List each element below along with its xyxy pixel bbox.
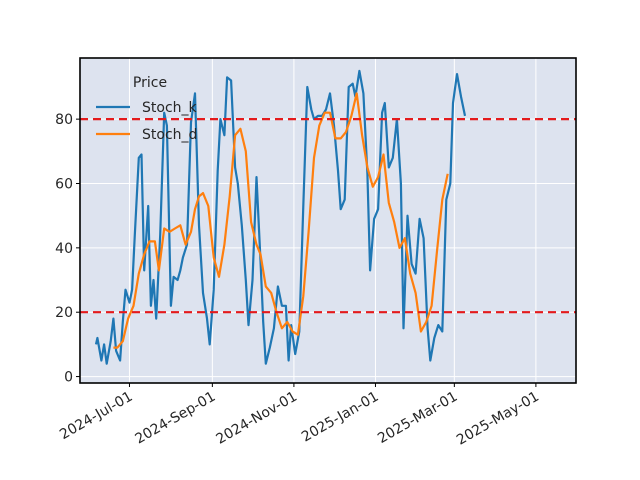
y-tick-label: 40 <box>55 241 73 257</box>
y-tick-label: 60 <box>55 176 73 192</box>
legend-title: Price <box>133 75 167 91</box>
x-tick-label: 2025-Mar-01 <box>375 389 460 447</box>
x-tick-label: 2025-May-01 <box>454 389 542 449</box>
x-tick-label: 2024-Nov-01 <box>214 389 300 448</box>
series-line-stoch-k <box>94 69 467 365</box>
x-tick-label: 2024-Sep-01 <box>132 389 218 448</box>
y-tick-label: 20 <box>55 305 73 321</box>
x-tick-label: 2024-Jul-01 <box>57 389 135 443</box>
legend: Price Stoch_k Stoch_d <box>96 75 198 143</box>
y-tick-label: 0 <box>64 370 73 386</box>
axes-frame <box>79 57 577 384</box>
y-tick-label: 80 <box>55 112 73 128</box>
legend-label: Stoch_k <box>142 100 198 116</box>
x-tick-label: 2025-Jan-01 <box>299 389 381 446</box>
legend-label: Stoch_d <box>142 127 197 143</box>
plot-area: 0 20 40 60 80 2024-Jul-012024-Sep-012024-Nov-… <box>55 57 577 449</box>
